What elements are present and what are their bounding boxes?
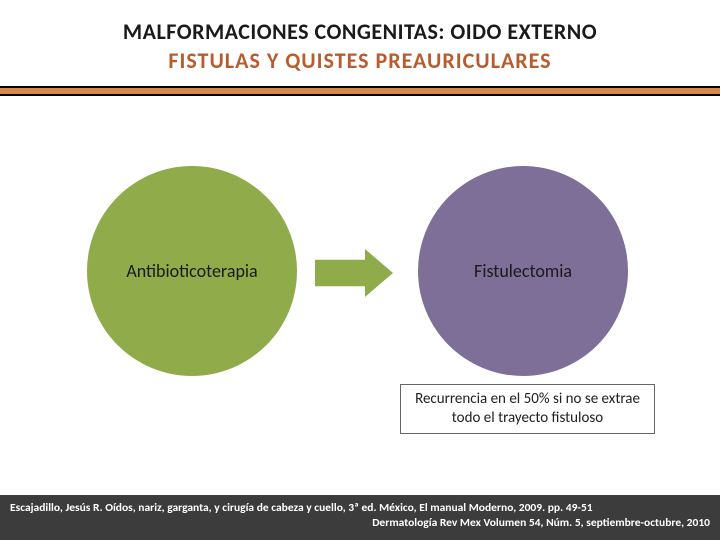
diagram-area: Antibioticoterapia Fistulectomia Recurre…	[0, 116, 720, 426]
title-line-2: FISTULAS Y QUISTES PREAURICULARES	[20, 47, 700, 74]
node-left-label: Antibioticoterapia	[126, 260, 257, 282]
title-line-1: MALFORMACIONES CONGENITAS: OIDO EXTERNO	[20, 18, 700, 45]
header-divider	[0, 86, 720, 96]
annotation-text: Recurrencia en el 50% si no se extrae to…	[415, 390, 640, 427]
arrow-shape	[315, 249, 393, 297]
footer-references: Escajadillo, Jesús R. Oídos, nariz, garg…	[0, 495, 720, 540]
slide-header: MALFORMACIONES CONGENITAS: OIDO EXTERNO …	[0, 0, 720, 82]
reference-1: Escajadillo, Jesús R. Oídos, nariz, garg…	[10, 501, 710, 517]
arrow-icon	[315, 249, 393, 297]
node-antibioticoterapia: Antibioticoterapia	[87, 166, 297, 376]
node-fistulectomia: Fistulectomia	[418, 166, 628, 376]
reference-2: Dermatología Rev Mex Volumen 54, Núm. 5,…	[10, 516, 710, 532]
node-right-label: Fistulectomia	[474, 260, 572, 282]
annotation-box: Recurrencia en el 50% si no se extrae to…	[400, 384, 655, 434]
